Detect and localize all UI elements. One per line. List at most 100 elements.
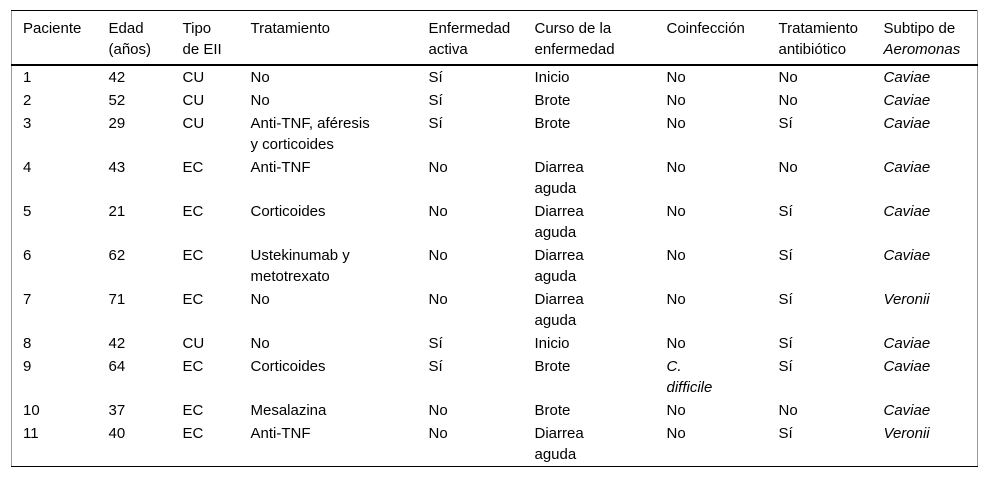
table-cell: Caviae — [883, 402, 931, 419]
table-cell: Diarrea aguda — [534, 425, 584, 463]
table-cell: Sí — [778, 247, 793, 264]
table-cell: 1 — [23, 69, 32, 86]
column-header: Tratamiento — [239, 10, 418, 66]
table-cell: EC — [182, 425, 204, 442]
table-cell: EC — [182, 402, 204, 419]
table-cell: No — [428, 203, 448, 220]
table-cell: No — [250, 69, 270, 86]
table-cell: Inicio — [534, 335, 570, 352]
table-cell: Mesalazina — [250, 402, 327, 419]
table-cell: Caviae — [883, 92, 931, 109]
table-row: 7 71 EC No No Diarrea aguda No Sí Veronii — [12, 288, 978, 332]
column-header: Tipo de EII — [171, 10, 240, 66]
table-cell: 52 — [108, 92, 126, 109]
table-cell: Sí — [428, 335, 443, 352]
table-cell: No — [428, 291, 448, 308]
table-cell: 3 — [23, 115, 32, 132]
table-header: Paciente Edad (años) Tipo de EII Tratamient… — [11, 10, 978, 66]
table-cell: No — [778, 92, 798, 109]
table-cell: No — [666, 92, 686, 109]
table-row: 11 40 EC Anti-TNF No Diarrea aguda No Sí Veronii — [12, 422, 978, 467]
table-cell: Caviae — [883, 335, 931, 352]
table-cell: 71 — [108, 291, 126, 308]
column-header: Tratamiento antibiótico — [767, 10, 873, 66]
table-cell: Sí — [778, 291, 793, 308]
table-cell: 8 — [23, 335, 32, 352]
table-cell: Sí — [778, 115, 793, 132]
table-cell: Sí — [778, 203, 793, 220]
column-header-italic-text: Aeromonas — [883, 41, 961, 58]
table-cell: No — [778, 69, 798, 86]
table-cell: Brote — [534, 402, 571, 419]
table-cell: 29 — [108, 115, 126, 132]
table-cell: Veronii — [883, 291, 930, 308]
table-cell: Sí — [778, 358, 793, 375]
table-cell: Sí — [428, 69, 443, 86]
table-cell: 2 — [23, 92, 32, 109]
table-cell: 43 — [108, 159, 126, 176]
table-cell: Corticoides — [250, 203, 326, 220]
table-cell: No — [666, 402, 686, 419]
table-cell: No — [428, 159, 448, 176]
table-cell: 9 — [23, 358, 32, 375]
table-cell: No — [428, 402, 448, 419]
table-cell: C. difficile — [666, 358, 713, 396]
table-cell: 42 — [108, 335, 126, 352]
table-cell: No — [666, 203, 686, 220]
table-cell: 42 — [108, 69, 126, 86]
table-row: 6 62 EC Ustekinumab y metotrexato No Diarrea … — [12, 244, 978, 288]
table-cell: CU — [182, 335, 205, 352]
table-row: 1 42 CU No Sí Inicio No No Caviae — [12, 65, 978, 89]
table-cell: CU — [182, 69, 205, 86]
table-cell: No — [250, 92, 270, 109]
table-row: 10 37 EC Mesalazina No Brote No No Caviae — [12, 399, 978, 422]
table-row: 5 21 EC Corticoides No Diarrea aguda No Sí Cavia… — [12, 200, 978, 244]
table-cell: Sí — [428, 92, 443, 109]
table-cell: Sí — [428, 115, 443, 132]
table-row: 8 42 CU No Sí Inicio No Sí Caviae — [12, 332, 978, 355]
table-cell: Diarrea aguda — [534, 247, 584, 285]
table-cell: Caviae — [883, 247, 931, 264]
table-cell: Caviae — [883, 203, 931, 220]
column-header: Paciente — [11, 10, 98, 66]
table-cell: EC — [182, 358, 204, 375]
column-header-text: Subtipo de — [883, 20, 956, 37]
table-cell: No — [666, 247, 686, 264]
table-cell: Caviae — [883, 358, 931, 375]
table-cell: Diarrea aguda — [534, 291, 584, 329]
patients-table-container: Paciente Edad (años) Tipo de EII Tratamient… — [11, 10, 978, 467]
table-cell: EC — [182, 291, 204, 308]
table-row: 9 64 EC Corticoides Sí Brote C. difficile Sí Cav… — [12, 355, 978, 399]
table-cell: No — [666, 291, 686, 308]
column-header: Curso de la enfermedad — [523, 10, 656, 66]
table-cell: Diarrea aguda — [534, 203, 584, 241]
table-cell: Caviae — [883, 159, 931, 176]
table-cell: Sí — [428, 358, 443, 375]
table-cell: 21 — [108, 203, 126, 220]
table-cell: No — [666, 159, 686, 176]
table-cell: Caviae — [883, 69, 931, 86]
table-cell: No — [666, 115, 686, 132]
table-cell: Veronii — [883, 425, 930, 442]
table-cell: 40 — [108, 425, 126, 442]
table-cell: No — [778, 159, 798, 176]
table-cell: Corticoides — [250, 358, 326, 375]
table-cell: Ustekinumab y metotrexato — [250, 247, 350, 285]
table-cell: EC — [182, 159, 204, 176]
column-header: Subtipo de Aeromonas — [872, 10, 978, 66]
table-cell: 64 — [108, 358, 126, 375]
table-cell: Inicio — [534, 69, 570, 86]
table-cell: Anti-TNF, aféresis y corticoides — [250, 115, 370, 153]
column-header: Coinfección — [655, 10, 768, 66]
column-header: Edad (años) — [97, 10, 172, 66]
table-cell: Sí — [778, 425, 793, 442]
table-cell: No — [250, 335, 270, 352]
table-cell: CU — [182, 92, 205, 109]
table-body: 1 42 CU No Sí Inicio No No Caviae 2 52 CU No Sí Brote N… — [12, 65, 978, 467]
table-cell: Caviae — [883, 115, 931, 132]
table-cell: EC — [182, 203, 204, 220]
table-cell: No — [250, 291, 270, 308]
table-cell: No — [428, 425, 448, 442]
table-cell: No — [666, 69, 686, 86]
table-cell: 11 — [23, 425, 39, 442]
